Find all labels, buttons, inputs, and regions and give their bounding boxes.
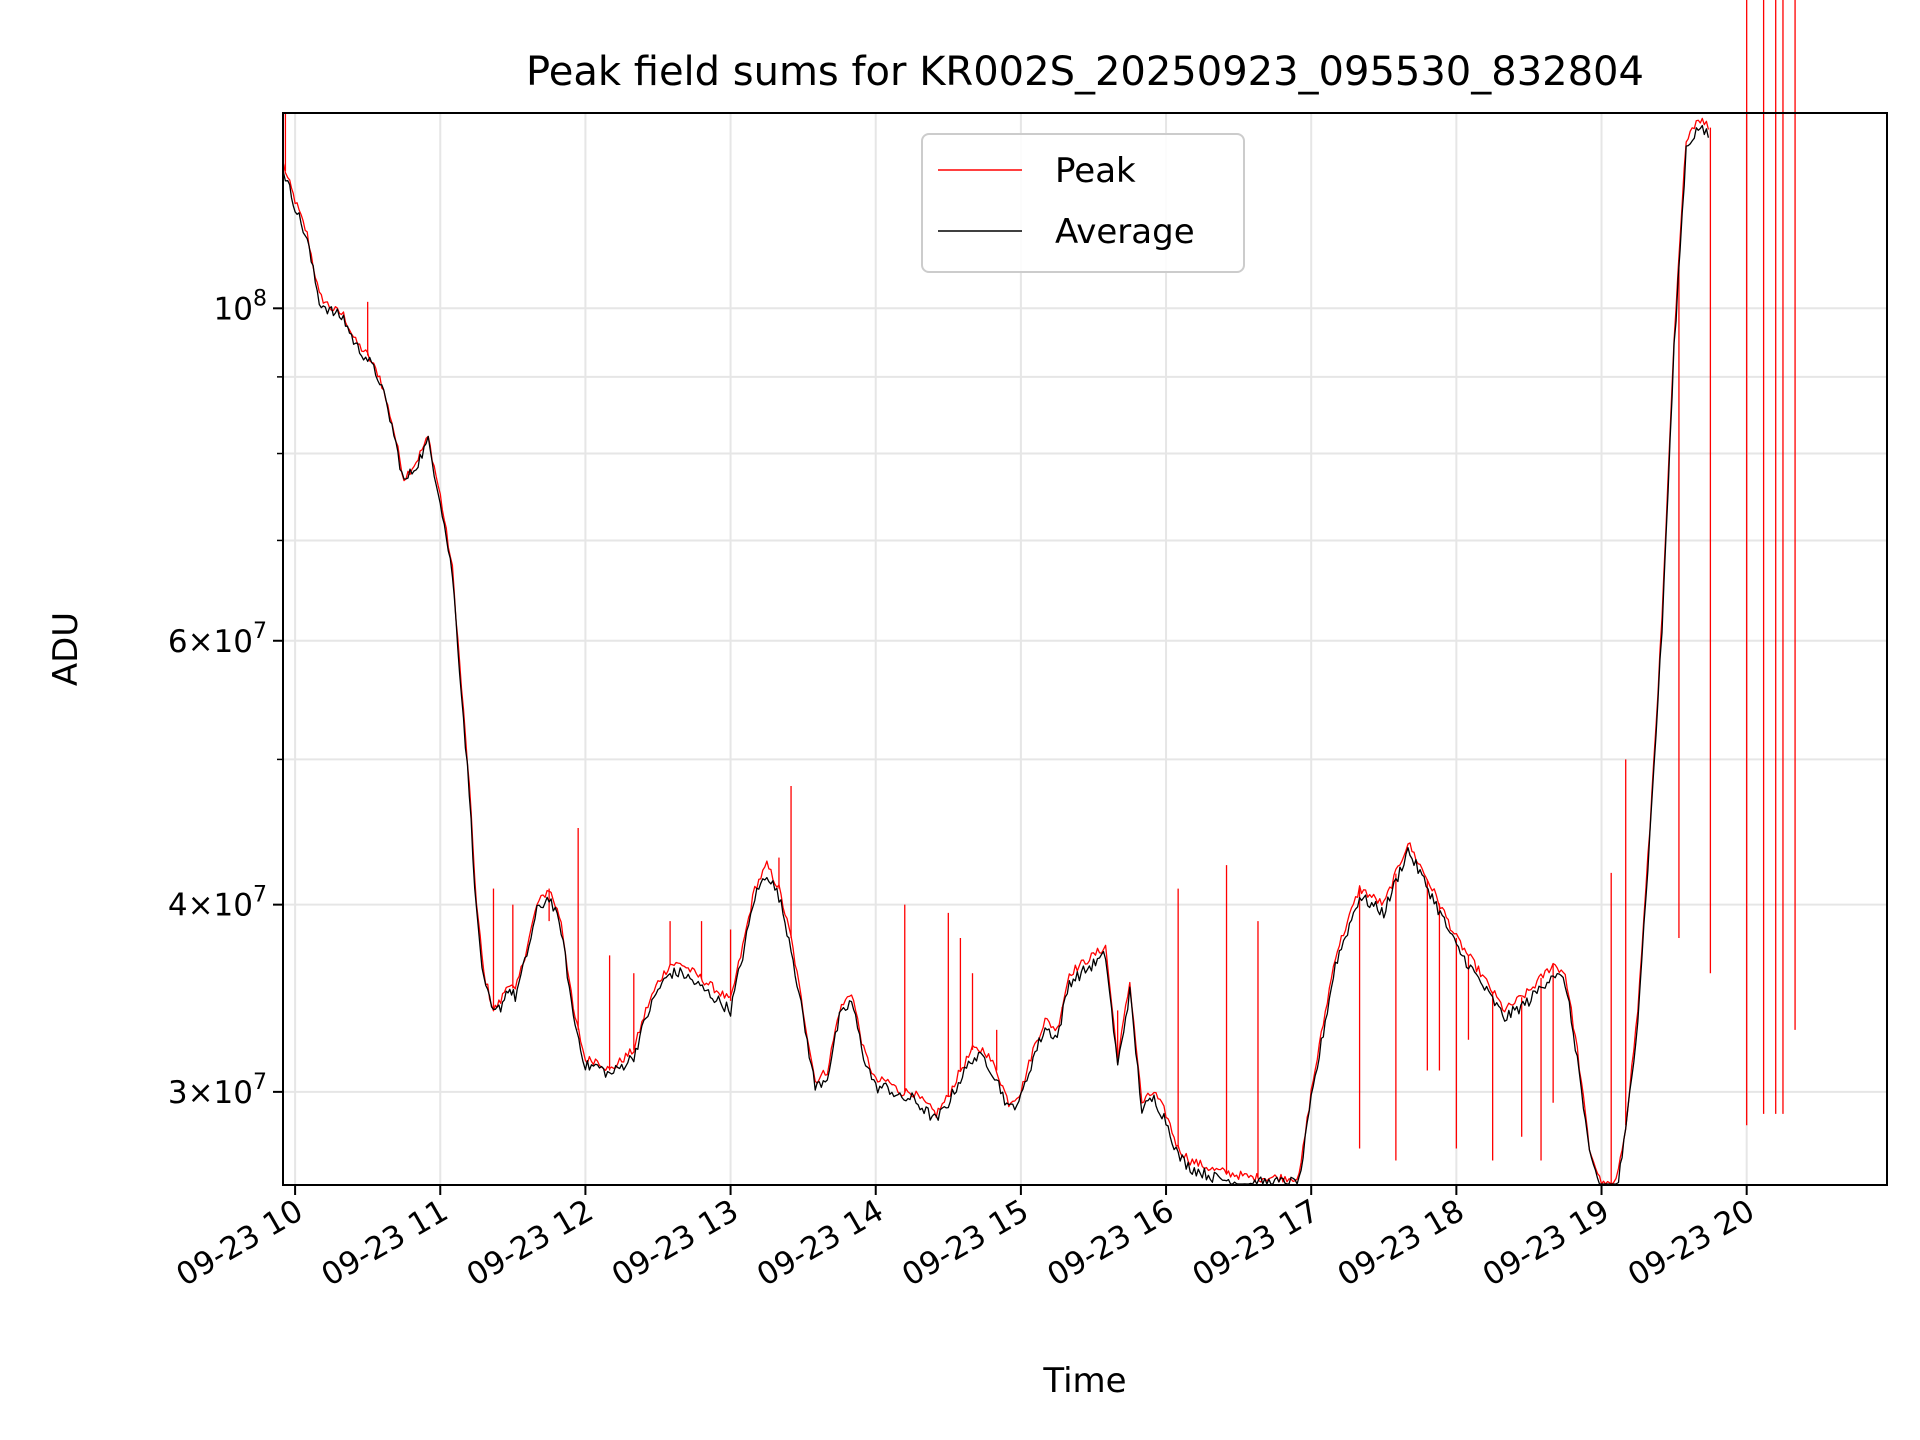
legend-box [921, 133, 1245, 273]
series-lines [282, 0, 1796, 1185]
legend-label-peak: Peak [1055, 151, 1136, 191]
series-line-average [282, 124, 1710, 1185]
y-tick-label: 3×107 [168, 1070, 267, 1111]
plot-frame [282, 112, 1888, 1186]
y-tick-label: 6×107 [168, 619, 267, 660]
x-axis-label: Time [1042, 1361, 1126, 1401]
y-axis-label: ADU [46, 612, 86, 686]
legend-label-average: Average [1055, 212, 1195, 252]
y-tick-label: 4×107 [168, 883, 267, 924]
legend: Peak Average [921, 133, 1245, 273]
series-line-peak [282, 117, 1710, 1185]
y-tick-label: 108 [214, 286, 267, 327]
y-axis-ticks: 3×107 4×107 6×107 108 [168, 286, 283, 1111]
chart-title: Peak field sums for KR002S_20250923_0955… [526, 49, 1644, 95]
